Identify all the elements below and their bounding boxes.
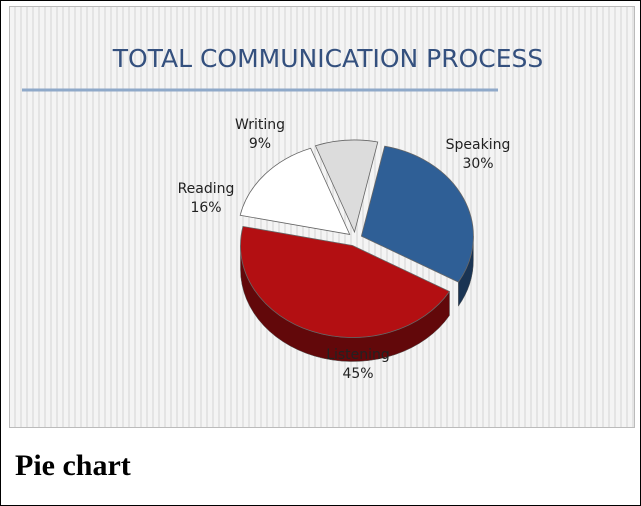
- slice-label: Writing: [235, 117, 285, 133]
- slice-label: Reading: [178, 181, 235, 197]
- pie-slice: [239, 147, 351, 235]
- slice-value-label: 9%: [249, 136, 271, 152]
- slice-value-label: 16%: [190, 200, 221, 216]
- chart-title: TOTAL COMMUNICATION PROCESS: [112, 44, 544, 73]
- pie-slice: [360, 145, 474, 283]
- caption: Pie chart: [15, 449, 131, 482]
- chart: TOTAL COMMUNICATION PROCESS Speaking 30% L…: [22, 44, 544, 382]
- pie: [239, 139, 474, 362]
- slide: TOTAL COMMUNICATION PROCESS Speaking 30% L…: [9, 6, 635, 428]
- slice-value-label: 45%: [342, 366, 373, 382]
- pie-slice: [314, 139, 379, 234]
- slice-label: Listening: [326, 347, 390, 363]
- pie-slice: [240, 225, 451, 338]
- slice-label: Speaking: [446, 137, 511, 153]
- slice-value-label: 30%: [462, 156, 493, 172]
